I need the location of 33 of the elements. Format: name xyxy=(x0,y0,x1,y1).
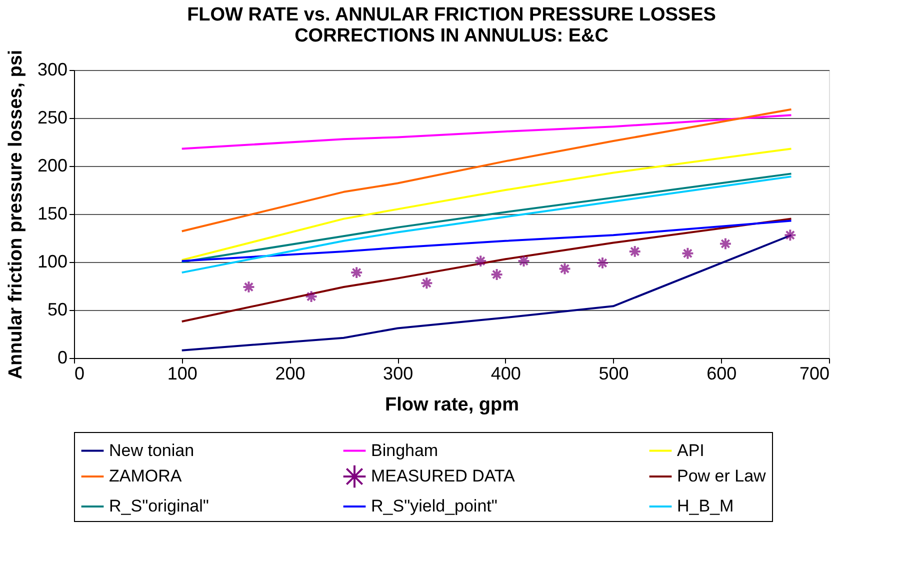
legend-label: Pow er Law xyxy=(677,466,767,486)
text: CORRECTIONS IN ANNULUS: E&C xyxy=(294,25,608,46)
legend-label: Bingham xyxy=(371,440,438,460)
x-tick-label: 300 xyxy=(383,364,414,384)
legend-label: MEASURED DATA xyxy=(371,466,516,486)
y-tick-label: 100 xyxy=(37,252,68,272)
x-tick-label: 100 xyxy=(167,364,198,384)
y-tick-label: 300 xyxy=(37,60,68,80)
x-tick-label: 600 xyxy=(706,364,737,384)
line-series xyxy=(180,220,792,262)
y-tick-label: 0 xyxy=(57,348,68,368)
x-tick-label: 700 xyxy=(799,364,830,384)
line-series xyxy=(180,108,792,232)
y-tick-label: 250 xyxy=(37,108,68,128)
legend-label: API xyxy=(677,440,704,460)
line-series xyxy=(180,218,792,323)
x-tick-label: 500 xyxy=(598,364,629,384)
legend-label: New tonian xyxy=(109,440,194,460)
x-tick-label: 400 xyxy=(490,364,521,384)
y-axis-title: Annular friction pressure losses, psi xyxy=(5,50,26,380)
x-tick-label: 0 xyxy=(74,364,85,384)
y-tick-label: 200 xyxy=(37,156,68,176)
text: FLOW RATE vs. ANNULAR FRICTION PRESSURE LOSSES xyxy=(187,4,716,26)
legend-label: H_B_M xyxy=(677,496,734,516)
legend-label: R_S"original" xyxy=(109,496,209,516)
x-axis-title: Flow rate, gpm xyxy=(384,394,520,416)
line-series xyxy=(180,148,792,262)
line-series xyxy=(180,114,792,150)
legend-label: ZAMORA xyxy=(109,466,182,486)
legend-label: R_S"yield_point" xyxy=(371,496,498,516)
y-tick-label: 150 xyxy=(37,204,68,224)
y-tick-label: 50 xyxy=(47,300,68,320)
x-tick-label: 200 xyxy=(275,364,306,384)
